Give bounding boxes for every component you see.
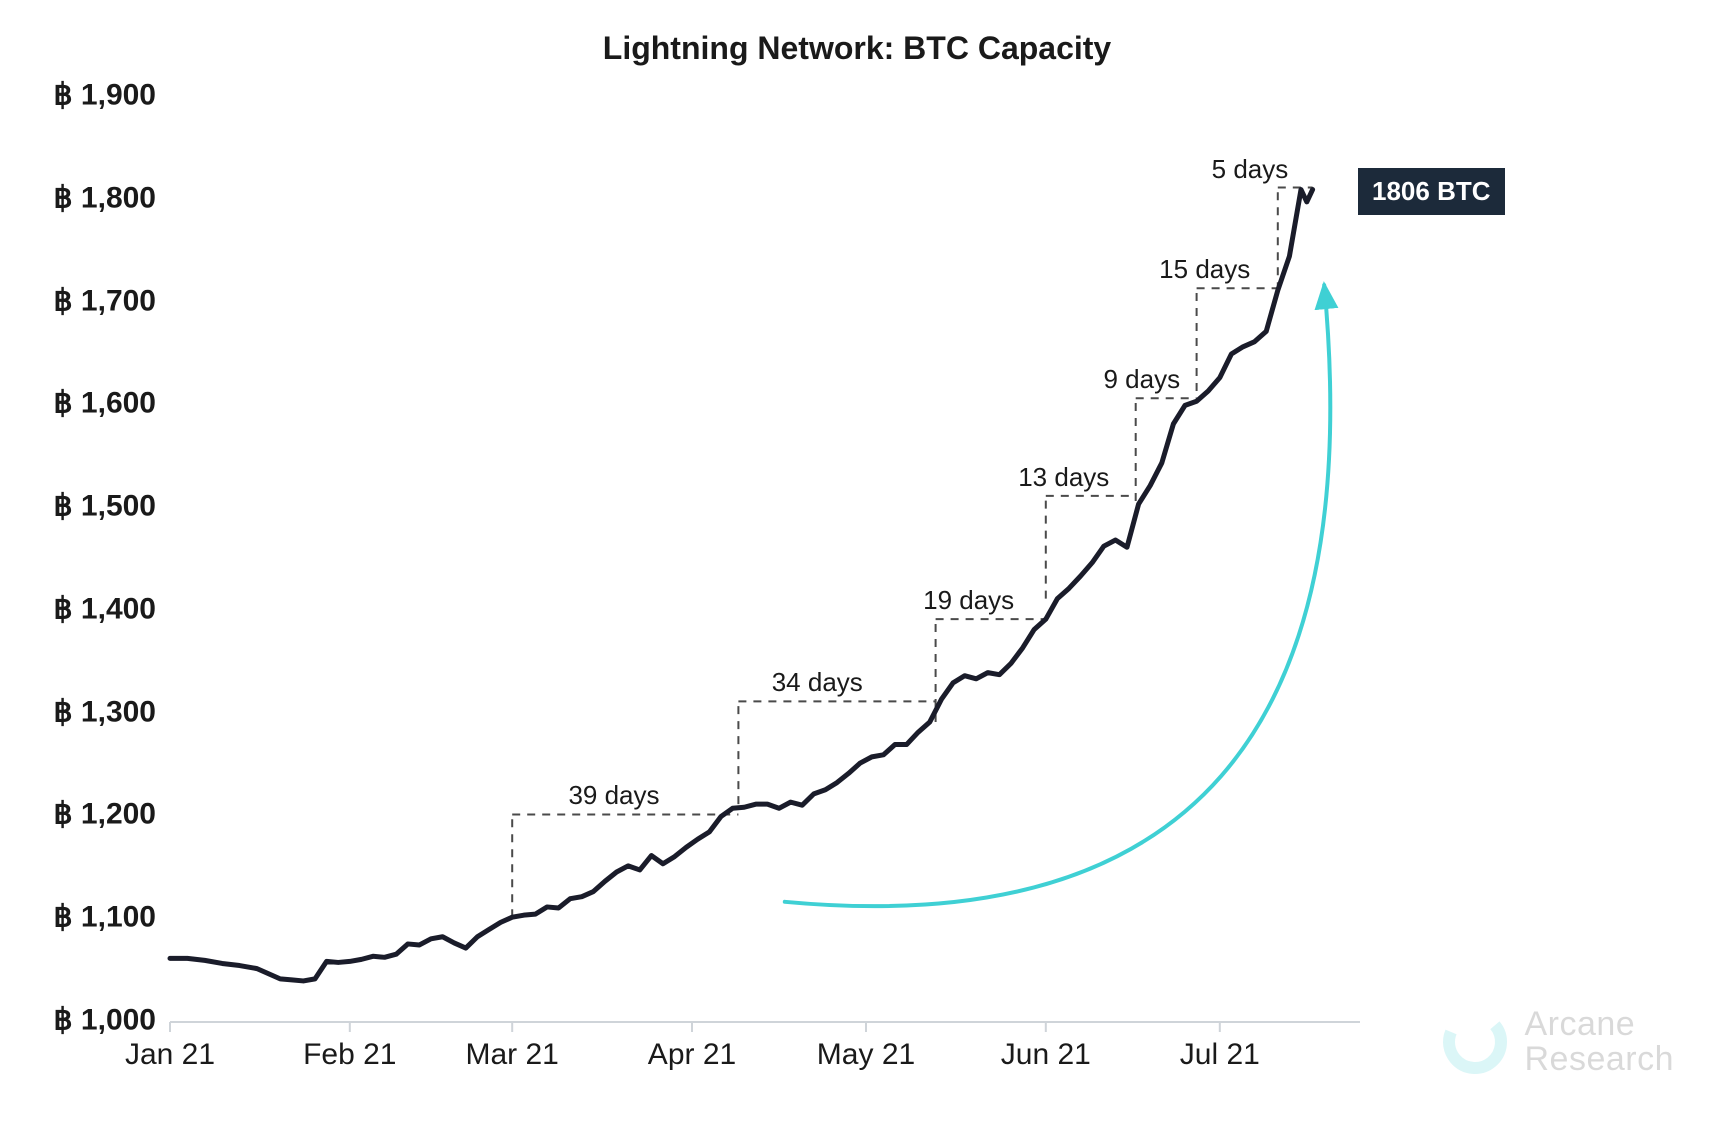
step-duration-label: 15 days: [1159, 254, 1250, 285]
x-tick-label: Jul 21: [1180, 1038, 1260, 1072]
step-duration-label: 5 days: [1212, 154, 1289, 185]
step-duration-label: 9 days: [1103, 364, 1180, 395]
watermark-icon: [1440, 1007, 1510, 1077]
step-duration-label: 13 days: [1018, 462, 1109, 493]
step-duration-label: 19 days: [923, 585, 1014, 616]
x-tick-label: May 21: [817, 1038, 915, 1072]
watermark-line1: Arcane: [1524, 1007, 1674, 1043]
chart-container: Lightning Network: BTC Capacity ฿ 1,000฿…: [0, 0, 1714, 1148]
x-tick-label: Apr 21: [648, 1038, 736, 1072]
step-duration-label: 34 days: [772, 667, 863, 698]
x-tick-label: Jun 21: [1001, 1038, 1091, 1072]
watermark-text: Arcane Research: [1524, 1007, 1674, 1078]
watermark: Arcane Research: [1440, 1007, 1674, 1078]
watermark-line2: Research: [1524, 1042, 1674, 1078]
x-tick-label: Mar 21: [466, 1038, 559, 1072]
end-value-badge: 1806 BTC: [1358, 168, 1505, 215]
end-value-text: 1806 BTC: [1372, 176, 1491, 206]
x-tick-label: Jan 21: [125, 1038, 215, 1072]
step-duration-label: 39 days: [568, 780, 659, 811]
x-tick-label: Feb 21: [303, 1038, 396, 1072]
